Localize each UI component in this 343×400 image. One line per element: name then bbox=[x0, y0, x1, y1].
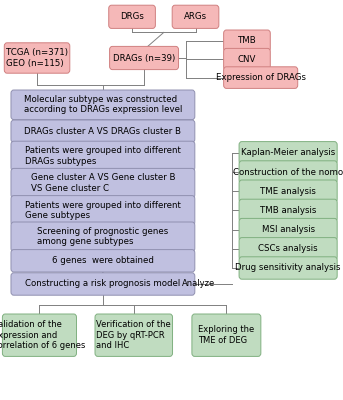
FancyBboxPatch shape bbox=[224, 30, 270, 52]
FancyBboxPatch shape bbox=[224, 67, 298, 88]
Text: Molecular subtype was constructed
according to DRAGs expression level: Molecular subtype was constructed accord… bbox=[24, 95, 182, 114]
FancyBboxPatch shape bbox=[11, 141, 195, 171]
FancyBboxPatch shape bbox=[239, 180, 337, 202]
FancyBboxPatch shape bbox=[95, 314, 173, 356]
FancyBboxPatch shape bbox=[11, 196, 195, 225]
FancyBboxPatch shape bbox=[11, 90, 195, 120]
Text: DRGs: DRGs bbox=[120, 12, 144, 21]
FancyBboxPatch shape bbox=[239, 199, 337, 222]
Text: Patients were grouped into different
DRAGs subtypes: Patients were grouped into different DRA… bbox=[25, 146, 181, 166]
FancyBboxPatch shape bbox=[11, 222, 195, 252]
Text: Verification of the
DEG by qRT-PCR
and IHC: Verification of the DEG by qRT-PCR and I… bbox=[96, 320, 171, 350]
Text: Kaplan-Meier analysis: Kaplan-Meier analysis bbox=[241, 148, 335, 157]
Text: Analyze: Analyze bbox=[182, 280, 215, 288]
Text: Drug sensitivity analysis: Drug sensitivity analysis bbox=[235, 264, 341, 272]
Text: DRAGs (n=39): DRAGs (n=39) bbox=[113, 54, 175, 62]
FancyBboxPatch shape bbox=[11, 168, 195, 198]
FancyBboxPatch shape bbox=[239, 161, 337, 183]
FancyBboxPatch shape bbox=[11, 120, 195, 142]
Text: Constructing a risk prognosis model: Constructing a risk prognosis model bbox=[25, 280, 180, 288]
Text: ARGs: ARGs bbox=[184, 12, 207, 21]
Text: Screening of prognostic genes
among gene subtypes: Screening of prognostic genes among gene… bbox=[37, 227, 168, 246]
FancyBboxPatch shape bbox=[239, 238, 337, 260]
Text: 6 genes  were obtained: 6 genes were obtained bbox=[52, 256, 154, 265]
Text: Validation of the
expression and
correlation of 6 genes: Validation of the expression and correla… bbox=[0, 320, 86, 350]
FancyBboxPatch shape bbox=[224, 48, 270, 70]
Text: Patients were grouped into different
Gene subtypes: Patients were grouped into different Gen… bbox=[25, 201, 181, 220]
FancyBboxPatch shape bbox=[192, 314, 261, 356]
Text: TCGA (n=371)
GEO (n=115): TCGA (n=371) GEO (n=115) bbox=[6, 48, 68, 68]
FancyBboxPatch shape bbox=[4, 43, 70, 73]
FancyBboxPatch shape bbox=[239, 218, 337, 241]
FancyBboxPatch shape bbox=[2, 314, 76, 356]
Text: Gene cluster A VS Gene cluster B
VS Gene cluster C: Gene cluster A VS Gene cluster B VS Gene… bbox=[31, 174, 175, 193]
Text: CSCs analysis: CSCs analysis bbox=[258, 244, 318, 253]
FancyBboxPatch shape bbox=[172, 5, 219, 28]
FancyBboxPatch shape bbox=[239, 257, 337, 279]
Text: TME analysis: TME analysis bbox=[260, 187, 316, 196]
FancyBboxPatch shape bbox=[109, 5, 155, 28]
FancyBboxPatch shape bbox=[239, 142, 337, 164]
Text: Exploring the
TME of DEG: Exploring the TME of DEG bbox=[198, 326, 255, 345]
Text: TMB: TMB bbox=[238, 36, 256, 45]
FancyBboxPatch shape bbox=[11, 273, 195, 295]
FancyBboxPatch shape bbox=[110, 46, 178, 70]
Text: DRAGs cluster A VS DRAGs cluster B: DRAGs cluster A VS DRAGs cluster B bbox=[24, 127, 181, 136]
Text: CNV: CNV bbox=[238, 55, 256, 64]
Text: Construction of the nomo: Construction of the nomo bbox=[233, 168, 343, 176]
Text: Expression of DRAGs: Expression of DRAGs bbox=[216, 73, 306, 82]
FancyBboxPatch shape bbox=[11, 250, 195, 272]
Text: MSI analysis: MSI analysis bbox=[262, 225, 315, 234]
Text: TMB analysis: TMB analysis bbox=[260, 206, 316, 215]
